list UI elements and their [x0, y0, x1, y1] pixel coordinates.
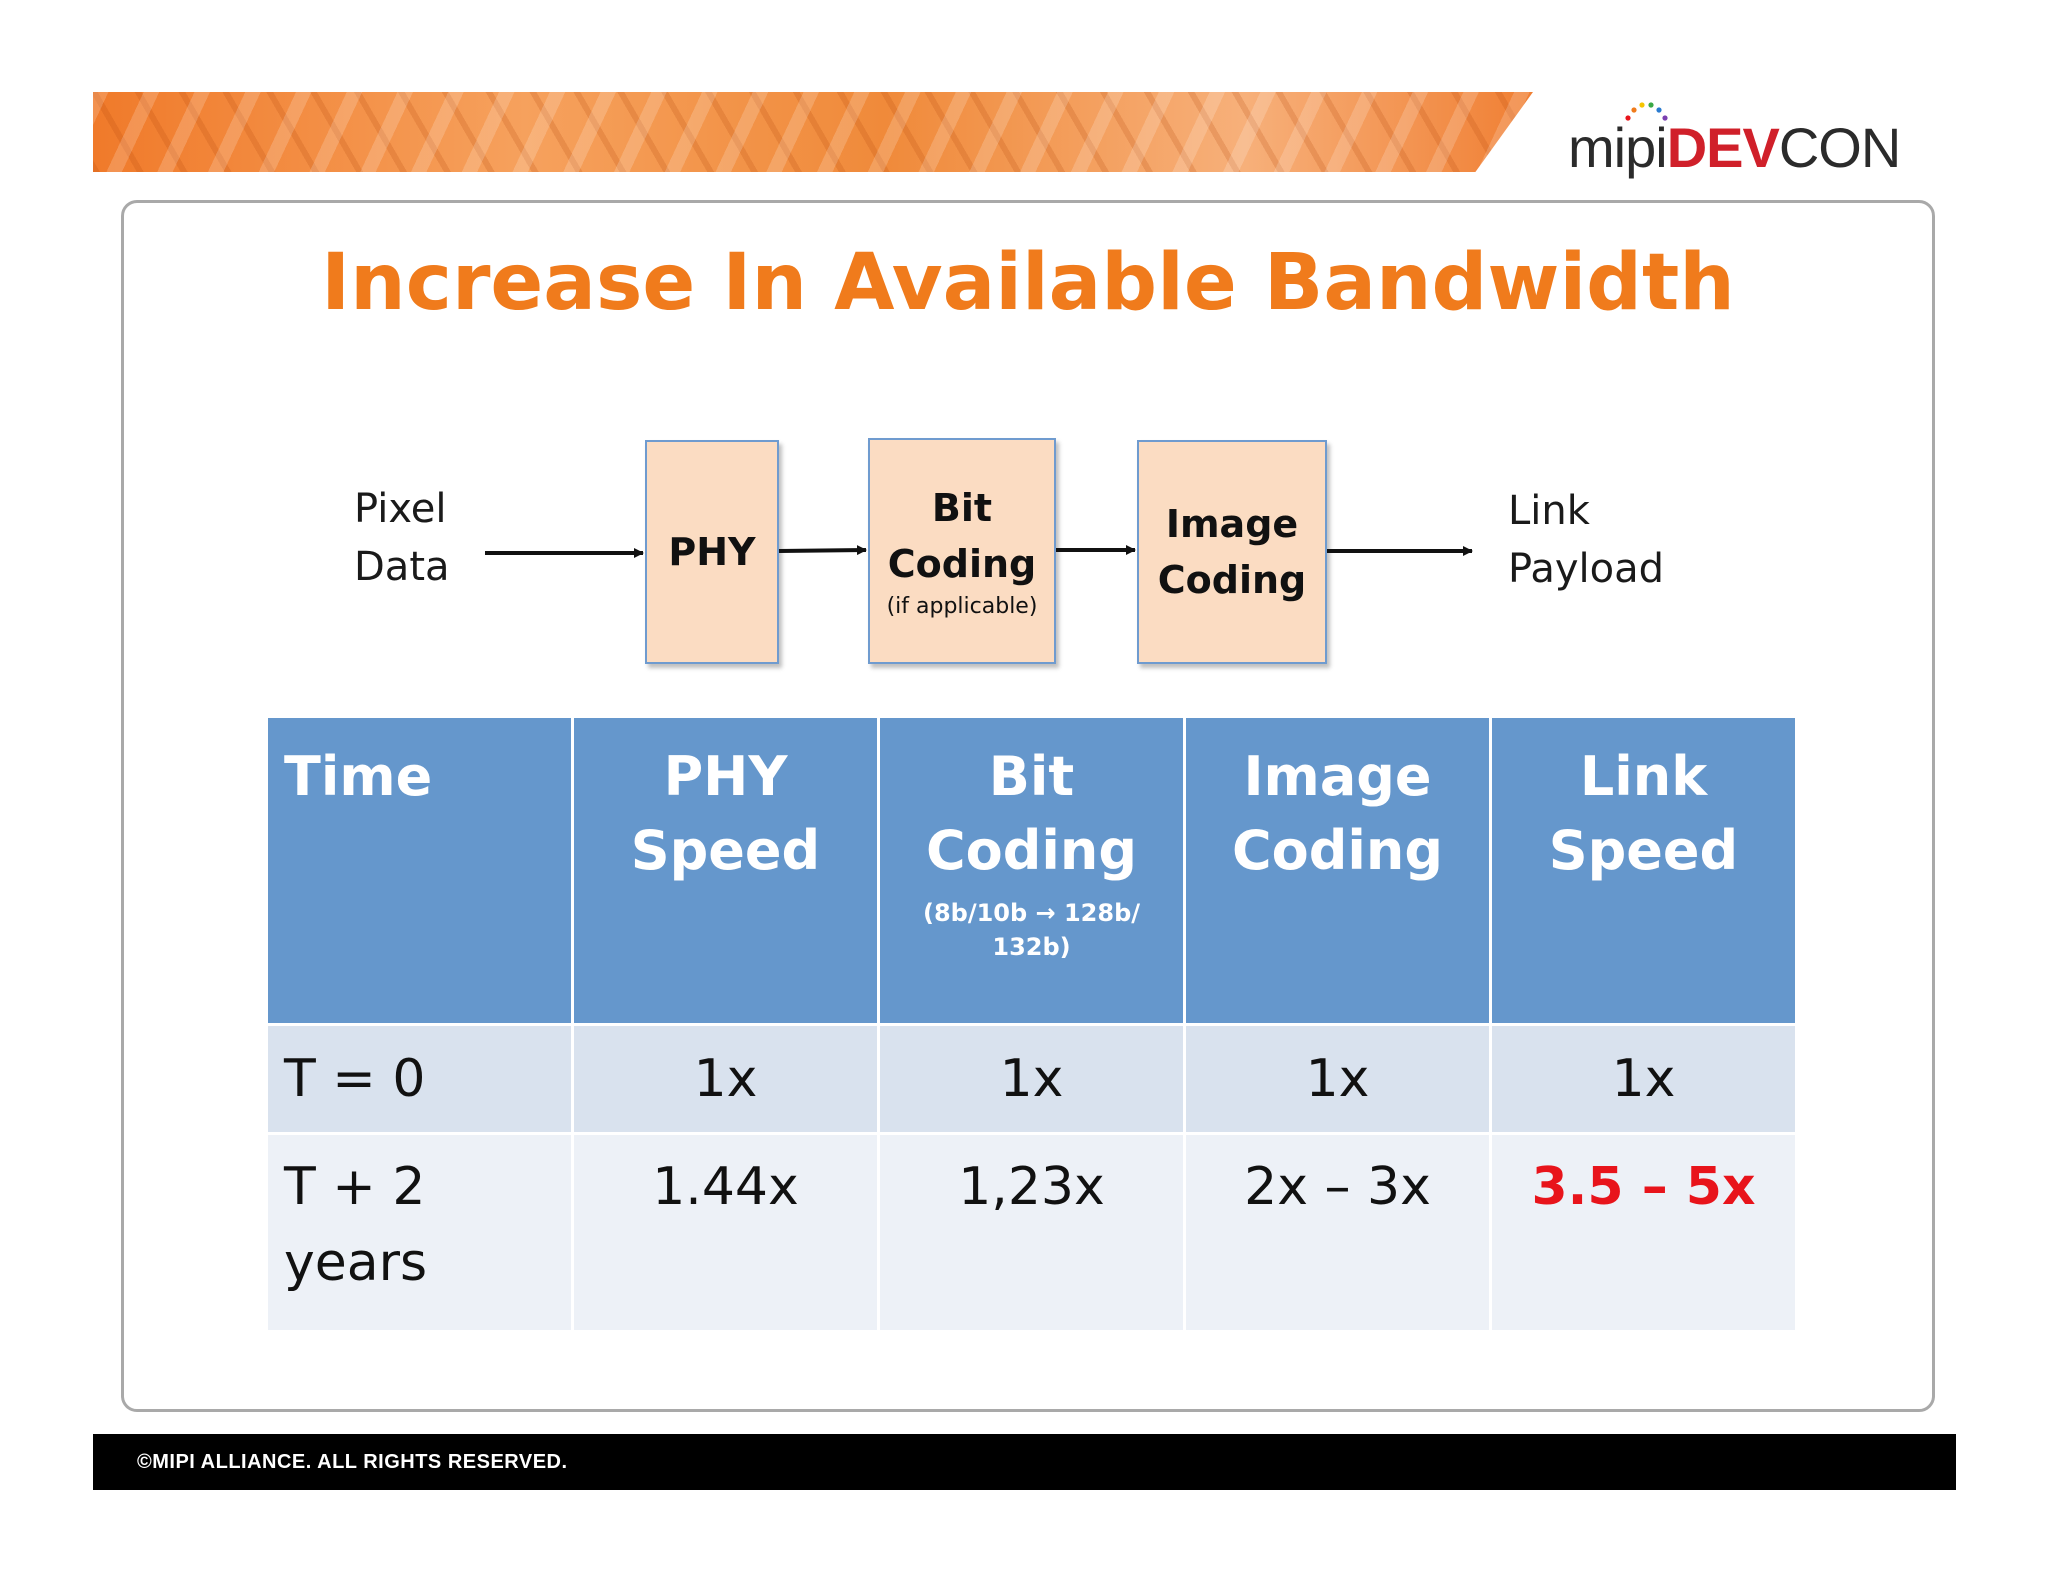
table-header-row: Time PHY Speed Bit Coding (8b/10b → 128b…	[268, 718, 1795, 1023]
cell-bit-coding: 1,23x	[880, 1135, 1183, 1330]
header-bit-coding: Bit Coding (8b/10b → 128b/ 132b)	[880, 718, 1183, 1023]
bit-coding-block: Bit Coding (if applicable)	[868, 438, 1056, 664]
pixel-data-label: Pixel Data	[354, 480, 450, 596]
bandwidth-table: Time PHY Speed Bit Coding (8b/10b → 128b…	[265, 715, 1798, 1333]
cell-link-speed-highlight: 3.5 – 5x	[1492, 1135, 1795, 1330]
cell-time: T = 0	[268, 1026, 571, 1132]
logo-dots-icon	[1625, 102, 1668, 121]
cell-phy-speed: 1x	[574, 1026, 877, 1132]
logo-text-con: CON	[1778, 116, 1901, 179]
link-label-line2: Payload	[1508, 546, 1664, 592]
logo-text-dev: DEV	[1666, 116, 1780, 179]
header-image-coding: Image Coding	[1186, 718, 1489, 1023]
image-coding-block: Image Coding	[1137, 440, 1327, 664]
header-link-line2: Speed	[1548, 819, 1739, 882]
copyright-text: ©MIPI ALLIANCE. ALL RIGHTS RESERVED.	[137, 1451, 568, 1473]
header-phy-speed: PHY Speed	[574, 718, 877, 1023]
header-bit-sub: (8b/10b → 128b/ 132b)	[922, 899, 1141, 961]
table-row: T = 0 1x 1x 1x 1x	[268, 1026, 1795, 1132]
cell-image-coding: 2x – 3x	[1186, 1135, 1489, 1330]
bit-coding-line2: Coding	[887, 542, 1037, 586]
header-phy-line2: Speed	[630, 819, 821, 882]
header-link-line1: Link	[1579, 745, 1708, 808]
header-time: Time	[268, 718, 571, 1023]
logo-text-mipi: mipi	[1568, 116, 1668, 179]
pixel-label-line1: Pixel	[354, 486, 447, 532]
mipi-devcon-logo: mipiDEVCON	[1568, 102, 1901, 179]
header-image-line2: Coding	[1232, 819, 1443, 882]
header-link-speed: Link Speed	[1492, 718, 1795, 1023]
bit-coding-note: (if applicable)	[886, 594, 1038, 619]
cell-image-coding: 1x	[1186, 1026, 1489, 1132]
link-label-line1: Link	[1508, 488, 1590, 534]
footer-bar: ©MIPI ALLIANCE. ALL RIGHTS RESERVED.	[93, 1434, 1956, 1490]
image-coding-line1: Image	[1165, 502, 1299, 546]
image-coding-line2: Coding	[1157, 558, 1307, 602]
bit-coding-line1: Bit	[931, 486, 993, 530]
slide-title: Increase In Available Bandwidth	[321, 238, 1735, 328]
phy-block: PHY	[645, 440, 779, 664]
header-time-label: Time	[284, 745, 433, 808]
cell-bit-coding: 1x	[880, 1026, 1183, 1132]
header-image-line1: Image	[1243, 745, 1432, 808]
cell-link-speed: 1x	[1492, 1026, 1795, 1132]
header-phy-line1: PHY	[663, 745, 788, 808]
pixel-label-line2: Data	[354, 544, 450, 590]
header-banner	[93, 92, 1533, 172]
phy-block-label: PHY	[668, 530, 756, 574]
table-row: T + 2 years 1.44x 1,23x 2x – 3x 3.5 – 5x	[268, 1135, 1795, 1330]
cell-time: T + 2 years	[268, 1135, 571, 1330]
header-bit-line1: Bit Coding	[926, 745, 1137, 882]
link-payload-label: Link Payload	[1508, 482, 1664, 598]
cell-phy-speed: 1.44x	[574, 1135, 877, 1330]
